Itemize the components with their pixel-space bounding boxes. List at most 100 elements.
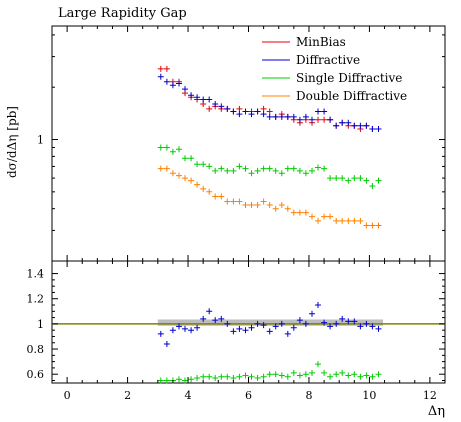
data-point: [260, 105, 267, 112]
data-point: [163, 165, 170, 172]
ratio-point: [357, 323, 364, 330]
data-point: [296, 116, 303, 123]
data-point: [206, 163, 213, 170]
data-point: [224, 105, 231, 112]
x-tick-label: 2: [124, 389, 131, 402]
data-point: [321, 213, 328, 220]
data-point: [284, 113, 291, 120]
chart-title: Large Rapidity Gap: [58, 6, 187, 21]
data-point: [194, 161, 201, 168]
ratio-point: [206, 308, 213, 315]
ratio-point: [315, 361, 321, 368]
data-point: [254, 202, 261, 208]
data-point: [248, 170, 255, 177]
data-point: [163, 78, 170, 85]
data-point: [339, 217, 346, 224]
data-point: [254, 167, 261, 174]
data-point: [224, 167, 231, 174]
data-point: [200, 185, 207, 192]
ratio-point: [272, 323, 279, 330]
data-point: [182, 155, 188, 162]
data-point: [345, 217, 352, 224]
data-point: [163, 65, 170, 72]
data-point: [375, 126, 382, 132]
ratio-point: [248, 373, 255, 380]
ratio-point: [169, 327, 176, 334]
data-point: [278, 170, 285, 177]
ratio-point: [260, 373, 267, 380]
main-plot: dσ/dΔη [pb] 1 MinBias Diffractive Single D…: [5, 25, 446, 262]
data-point: [290, 113, 297, 120]
data-point: [296, 209, 303, 216]
ratio-point: [236, 325, 243, 332]
data-point: [369, 222, 376, 229]
data-point: [309, 116, 315, 123]
ratio-point: [327, 323, 334, 330]
data-point: [284, 205, 291, 212]
data-point: [176, 172, 182, 179]
data-point: [169, 148, 176, 155]
x-tick-label: 4: [185, 389, 192, 402]
main-y-ticks: 1: [37, 26, 446, 262]
ratio-point: [176, 376, 182, 383]
data-point: [345, 177, 352, 184]
data-point: [236, 111, 243, 118]
ratio-point: [375, 371, 382, 378]
data-point: [333, 217, 340, 224]
ratio-series-points: [157, 302, 382, 384]
data-point: [284, 165, 291, 172]
ratio-point: [296, 372, 303, 379]
ratio-point: [369, 323, 376, 330]
x-tick-label: 0: [64, 389, 71, 402]
legend-label: Double Diffractive: [296, 89, 407, 103]
ratio-point: [302, 320, 309, 327]
data-point: [260, 165, 267, 172]
data-point: [182, 175, 188, 182]
data-point: [272, 167, 279, 174]
ratio-point: [230, 328, 237, 335]
data-point: [357, 217, 364, 224]
data-point: [351, 122, 358, 129]
data-point: [327, 213, 334, 220]
data-point: [339, 175, 346, 182]
data-point: [290, 165, 297, 172]
data-point: [176, 80, 182, 87]
data-point: [157, 144, 164, 151]
ratio-point: [278, 320, 285, 327]
data-point: [200, 161, 207, 168]
ratio-point: [157, 377, 164, 384]
ratio-point: [278, 372, 285, 379]
uncertainty-band: [157, 319, 384, 326]
ratio-point: [248, 324, 255, 331]
data-point: [290, 209, 297, 216]
ratio-point: [315, 302, 321, 308]
data-point: [345, 119, 352, 126]
ratio-point: [182, 377, 188, 384]
data-point: [242, 202, 249, 208]
x-tick-label: 8: [305, 389, 312, 402]
data-point: [242, 108, 249, 115]
x-tick-label: 10: [362, 389, 376, 402]
ratio-point: [266, 328, 273, 335]
data-point: [302, 113, 309, 120]
data-point: [321, 165, 328, 172]
data-point: [302, 170, 309, 177]
ratio-point: [260, 322, 267, 329]
data-point: [327, 175, 334, 182]
data-point: [363, 222, 370, 229]
ratio-point: [212, 317, 219, 324]
ratio-y-tick-label: 1: [37, 318, 44, 331]
data-point: [333, 175, 340, 182]
ratio-point: [302, 371, 309, 378]
data-point: [375, 222, 382, 229]
ratio-point: [163, 341, 170, 347]
data-point: [302, 209, 309, 216]
ratio-point: [369, 373, 376, 380]
ratio-point: [242, 372, 249, 379]
ratio-y-tick-label: 0.8: [27, 343, 45, 356]
ratio-y-ticks: 0.6 0.8 1 1.2 1.4: [27, 268, 445, 381]
ratio-point: [333, 320, 340, 327]
data-point: [188, 92, 195, 99]
ratio-point: [339, 315, 346, 322]
